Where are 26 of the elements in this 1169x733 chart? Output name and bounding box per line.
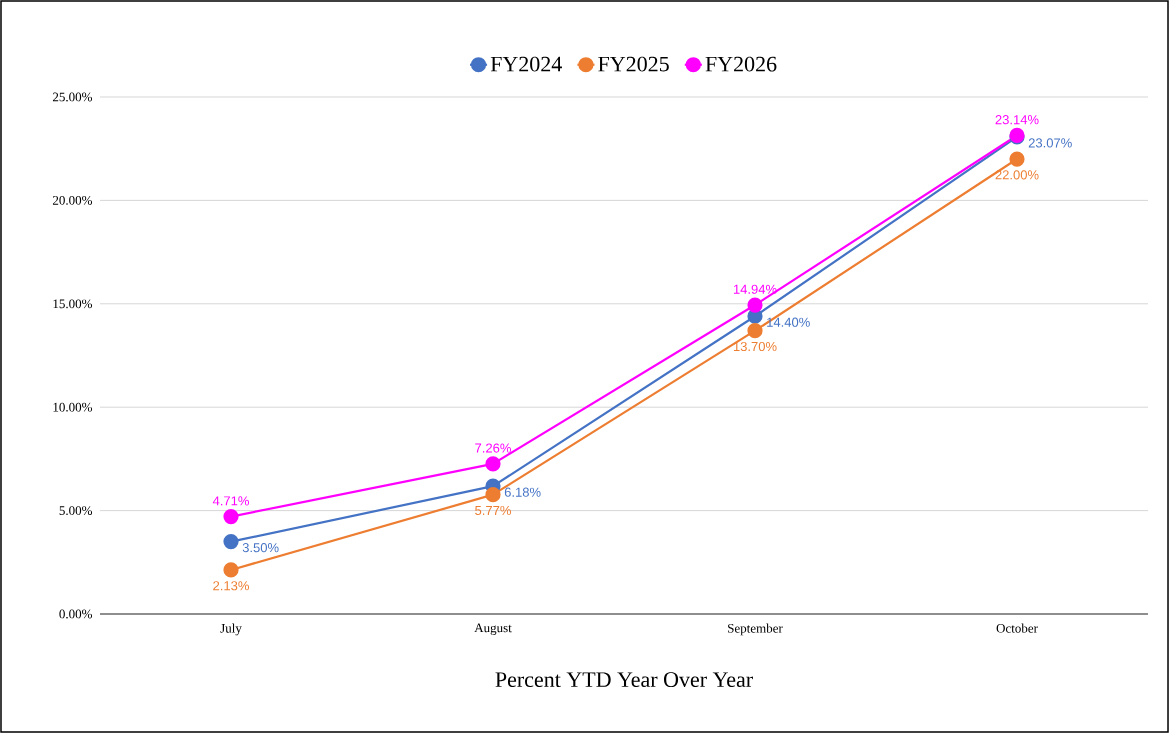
data-label: 7.26% — [475, 443, 511, 453]
data-label: 6.18% — [504, 487, 541, 497]
data-label: 5.77% — [475, 505, 511, 516]
data-label: 3.50% — [242, 543, 279, 553]
data-label: 4.71% — [212, 496, 249, 506]
data-label: 14.94% — [733, 284, 777, 294]
legend-label: FY2026 — [705, 56, 777, 72]
x-tick-label: July — [220, 623, 242, 636]
data-label: 22.00% — [995, 170, 1039, 180]
y-tick-label: 0.00% — [59, 609, 93, 619]
legend-label: FY2025 — [598, 56, 669, 72]
data-label: 13.70% — [733, 341, 777, 352]
y-tick-label: 15.00% — [53, 299, 93, 309]
x-tick-label: October — [996, 623, 1038, 633]
legend-label: FY2024 — [490, 56, 562, 72]
y-tick-label: 20.00% — [52, 195, 93, 205]
data-label: 14.40% — [767, 317, 810, 327]
y-tick-label: 25.00% — [52, 92, 93, 102]
y-tick-label: 10.00% — [53, 402, 93, 412]
x-tick-label: September — [728, 623, 783, 636]
x-tick-label: August — [474, 623, 512, 635]
data-label: 23.07% — [1028, 138, 1072, 148]
x-axis-title: Percent YTD Year Over Year — [495, 672, 753, 688]
data-label: 23.14% — [995, 115, 1039, 125]
y-tick-label: 5.00% — [59, 506, 93, 516]
data-label: 2.13% — [213, 581, 249, 591]
